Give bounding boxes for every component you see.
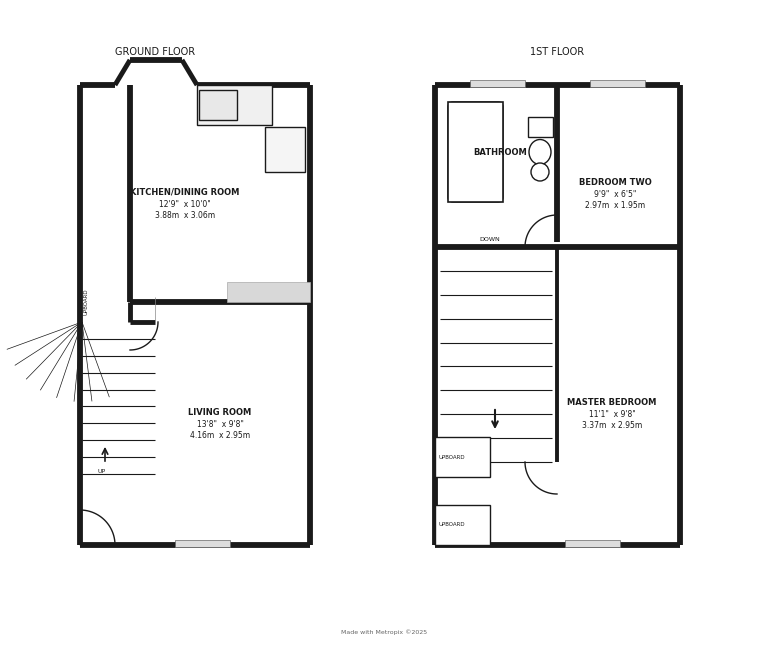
Text: 9'9"  x 6'5": 9'9" x 6'5" — [594, 189, 636, 199]
Text: 11'1"  x 9'8": 11'1" x 9'8" — [588, 410, 635, 418]
Text: KITCHEN/DINING ROOM: KITCHEN/DINING ROOM — [131, 187, 240, 197]
Bar — [528, 117, 553, 137]
Text: 3.88m  x 3.06m: 3.88m x 3.06m — [155, 211, 215, 220]
Bar — [590, 80, 645, 87]
Circle shape — [289, 136, 301, 148]
Text: 12'9"  x 10'0": 12'9" x 10'0" — [159, 199, 211, 209]
Text: BEDROOM TWO: BEDROOM TWO — [578, 177, 651, 187]
Bar — [265, 127, 305, 172]
Bar — [199, 90, 237, 120]
Text: 13'8"  x 9'8": 13'8" x 9'8" — [197, 420, 243, 428]
Circle shape — [269, 156, 281, 168]
Circle shape — [253, 103, 257, 107]
Text: GROUND FLOOR: GROUND FLOOR — [115, 47, 195, 57]
Circle shape — [531, 163, 549, 181]
Bar — [470, 80, 525, 87]
Text: BATHROOM: BATHROOM — [473, 148, 527, 156]
Text: 3.37m  x 2.95m: 3.37m x 2.95m — [582, 420, 642, 430]
Text: MASTER BEDROOM: MASTER BEDROOM — [568, 397, 657, 406]
Text: 2.97m  x 1.95m: 2.97m x 1.95m — [585, 201, 645, 209]
Text: DOWN: DOWN — [480, 237, 501, 242]
FancyBboxPatch shape — [448, 102, 503, 202]
Circle shape — [244, 97, 260, 113]
Bar — [175, 540, 230, 547]
Circle shape — [269, 136, 281, 148]
Bar — [197, 85, 272, 125]
Bar — [435, 437, 490, 477]
Ellipse shape — [529, 140, 551, 164]
Bar — [448, 102, 503, 202]
Circle shape — [289, 156, 301, 168]
Text: UPBOARD: UPBOARD — [438, 455, 465, 459]
Text: UPBOARD: UPBOARD — [438, 522, 465, 528]
Text: UP: UP — [98, 469, 106, 474]
Circle shape — [472, 187, 478, 193]
Text: 1ST FLOOR: 1ST FLOOR — [530, 47, 584, 57]
Text: Made with Metropix ©2025: Made with Metropix ©2025 — [341, 629, 427, 635]
Bar — [227, 282, 310, 302]
Bar — [435, 505, 490, 545]
Text: UPBOARD: UPBOARD — [83, 289, 88, 315]
Bar — [565, 540, 620, 547]
Text: 4.16m  x 2.95m: 4.16m x 2.95m — [190, 430, 250, 440]
Text: LIVING ROOM: LIVING ROOM — [188, 408, 252, 416]
